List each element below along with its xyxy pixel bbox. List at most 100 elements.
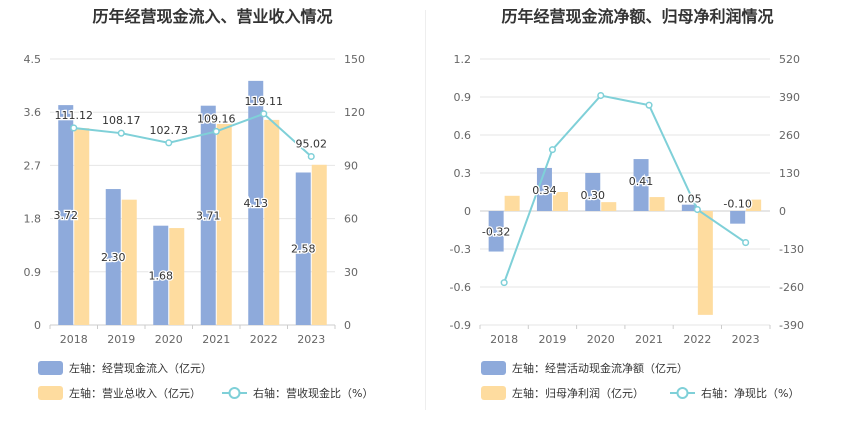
panel-divider [425, 10, 426, 410]
line-data-label: 108.17 [102, 114, 141, 127]
y-left-tick-label: 0.9 [24, 266, 42, 279]
line-data-label: 119.11 [245, 95, 284, 108]
x-tick-label: 2021 [635, 333, 663, 346]
y-right-tick-label: 520 [779, 53, 800, 66]
legend-item: 左轴：经营现金流入（亿元） [38, 361, 212, 375]
legend-item: 左轴：营业总收入（亿元） [38, 386, 201, 400]
legend-swatch-marker [676, 387, 689, 399]
y-left-tick-label: 1.8 [24, 213, 42, 226]
legend-label: 右轴：净现比（%） [701, 386, 799, 400]
bar-secondary [601, 202, 617, 211]
legend-swatch [481, 361, 506, 375]
bar-primary [248, 80, 264, 325]
bar-primary [633, 159, 649, 211]
y-right-tick-label: 260 [779, 129, 800, 142]
bar-primary [58, 105, 74, 326]
y-right-tick-label: 120 [344, 106, 365, 119]
y-left-tick-label: -0.9 [450, 319, 471, 332]
bar-secondary [649, 197, 665, 211]
y-right-tick-label: -260 [779, 281, 804, 294]
legend-label: 左轴：归母净利润（亿元） [512, 386, 644, 400]
bar-primary [295, 172, 311, 325]
bar-secondary [746, 199, 762, 211]
legend-item: 左轴：归母净利润（亿元） [481, 386, 644, 400]
cash-inflow-revenue-chart: 历年经营现金流入、营业收入情况 0 0.9 1.8 2.7 3.6 4.5 0 30 60 90 1… [24, 7, 373, 400]
legend-swatch [481, 386, 506, 400]
y-left-tick-label: 0 [464, 205, 471, 218]
bar-data-label: 0.41 [629, 175, 654, 188]
bar-secondary [169, 228, 185, 325]
line-data-label: 95.02 [296, 137, 328, 150]
x-tick-label: 2020 [155, 333, 183, 346]
y-right-tick-label: -390 [779, 319, 804, 332]
bar-secondary [264, 119, 280, 325]
x-tick-label: 2023 [297, 333, 325, 346]
x-tick-label: 2018 [490, 333, 518, 346]
legend-label: 左轴：经营活动现金流净额（亿元） [512, 361, 688, 375]
x-tick-label: 2019 [538, 333, 566, 346]
x-tick-label: 2019 [107, 333, 135, 346]
y-left-tick-label: 4.5 [24, 53, 42, 66]
legend-label: 左轴：经营现金流入（亿元） [69, 361, 212, 375]
y-right-tick-label: 60 [344, 213, 358, 226]
y-left-tick-label: 0.3 [454, 167, 472, 180]
y-left-tick-label: 2.7 [24, 159, 42, 172]
bar-primary [200, 105, 216, 325]
x-tick-label: 2020 [587, 333, 615, 346]
x-tick-label: 2021 [202, 333, 230, 346]
y-right-tick-label: 150 [344, 53, 365, 66]
bar-primary [488, 211, 504, 252]
line-point [70, 124, 78, 132]
net-cash-flow-profit-chart: 历年经营现金流净额、归母净利润情况 -0.9 -0.6 -0.3 0 0.3 0.6 0.9… [425, 0, 850, 436]
legend-item: 左轴：经营活动现金流净额（亿元） [481, 361, 688, 375]
legend-item: 右轴：营收现金比（%） [222, 386, 373, 400]
x-tick-label: 2018 [60, 333, 88, 346]
y-left-tick-label: 0 [34, 319, 41, 332]
line-point [212, 127, 220, 135]
y-right-tick-label: 130 [779, 167, 800, 180]
line-data-label: 102.73 [150, 124, 189, 137]
chart-title: 历年经营现金流入、营业收入情况 [92, 7, 333, 26]
bar-data-label: 0.34 [532, 184, 557, 197]
y-right-tick-label: 0 [344, 319, 351, 332]
line-point [548, 146, 556, 154]
y-left-tick-label: 3.6 [24, 106, 42, 119]
chart-svg: -0.9 -0.6 -0.3 0 0.3 0.6 0.9 1.2 -390 -260 -130 0 13… [450, 53, 804, 400]
bar-secondary [216, 124, 232, 326]
line-point [117, 129, 125, 137]
y-left-tick-label: -0.6 [450, 281, 471, 294]
bar-secondary [121, 199, 137, 325]
y-left-tick-label: 0.9 [454, 91, 472, 104]
y-right-tick-label: -130 [779, 243, 804, 256]
x-tick-label: 2022 [683, 333, 711, 346]
bar-secondary [552, 192, 568, 211]
line-data-label: 111.12 [55, 109, 94, 122]
x-tick-label: 2022 [250, 333, 278, 346]
bar-data-label: 1.68 [149, 269, 174, 282]
legend-swatch-marker [228, 387, 241, 399]
x-tick-label: 2023 [732, 333, 760, 346]
line-point [742, 239, 750, 247]
bar-data-label: 3.71 [196, 209, 221, 222]
bar-secondary [74, 128, 90, 325]
chart-svg: 0 0.9 1.8 2.7 3.6 4.5 0 30 60 90 120 150 2018 2019 202… [24, 53, 373, 400]
bar-data-label: 0.05 [677, 193, 702, 206]
y-right-tick-label: 0 [779, 205, 786, 218]
series-line [503, 94, 747, 283]
line-point [260, 110, 268, 118]
bar-data-label: 4.13 [244, 197, 269, 210]
bar-data-label: 2.58 [291, 243, 316, 256]
y-right-tick-label: 30 [344, 266, 358, 279]
bar-data-label: 0.30 [581, 189, 606, 202]
line-point [597, 91, 605, 100]
line-point [500, 279, 508, 287]
y-right-tick-label: 90 [344, 159, 358, 172]
bar-primary [105, 189, 121, 325]
y-right-tick-label: 390 [779, 91, 800, 104]
y-left-tick-label: -0.3 [450, 243, 471, 256]
bar-secondary [697, 211, 713, 315]
chart-title: 历年经营现金流净额、归母净利润情况 [501, 7, 774, 26]
bar-primary [536, 167, 552, 211]
line-point [165, 139, 173, 147]
bar-data-label: -0.32 [482, 226, 510, 239]
